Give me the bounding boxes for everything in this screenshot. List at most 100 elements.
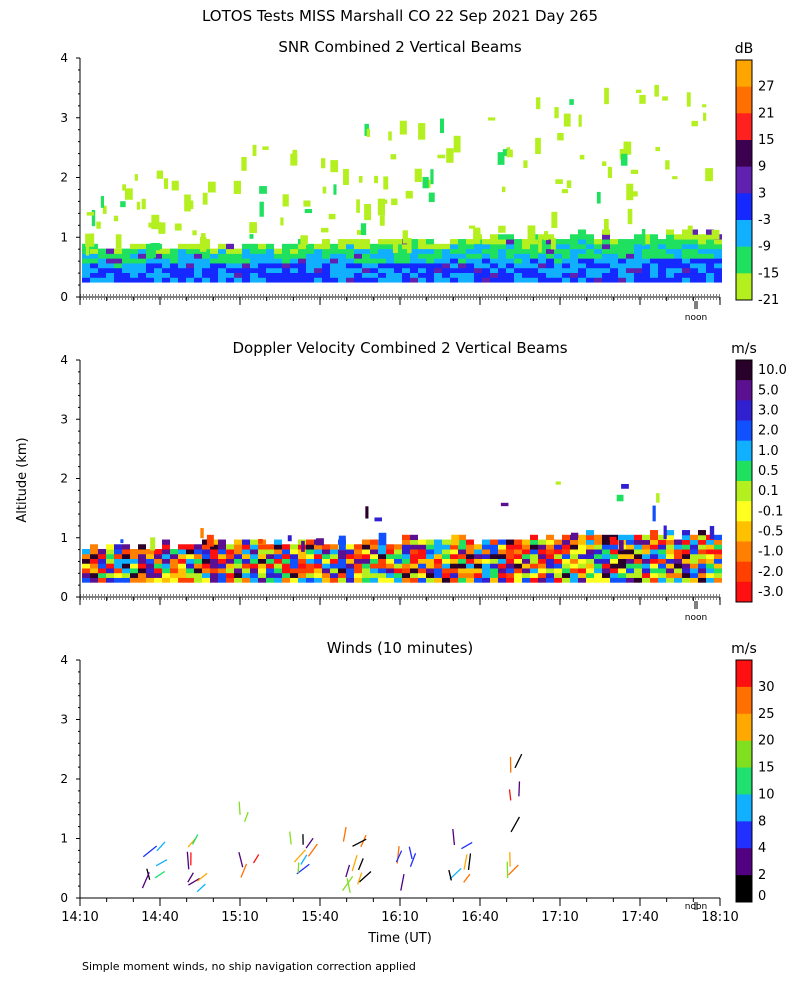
heatmap-cell — [290, 544, 298, 550]
heatmap-cell — [155, 222, 162, 227]
y-tick-label: 1 — [60, 531, 68, 545]
heatmap-cell — [442, 248, 450, 254]
heatmap-cell — [130, 567, 138, 574]
heatmap-cell — [536, 97, 541, 110]
heatmap-cell — [437, 154, 446, 159]
heatmap-cell — [186, 544, 194, 550]
x-tick-label: 15:40 — [301, 910, 338, 925]
heatmap-cell — [626, 262, 634, 269]
heatmap-cell — [186, 243, 194, 250]
heatmap-cell — [298, 567, 306, 574]
heatmap-cell — [586, 572, 594, 578]
heatmap-cell — [154, 577, 162, 583]
heatmap-cell — [466, 567, 474, 574]
heatmap-cell — [394, 553, 402, 559]
heatmap-cell — [474, 563, 482, 569]
heatmap-cell — [514, 243, 522, 250]
heatmap-cell — [386, 577, 394, 583]
heatmap-cell — [170, 248, 178, 254]
colorbar-swatch — [736, 220, 752, 247]
heatmap-cell — [530, 262, 538, 269]
heatmap-cell — [514, 267, 522, 274]
heatmap-cell — [274, 544, 282, 550]
heatmap-cell — [586, 239, 594, 245]
heatmap-cell — [258, 567, 266, 574]
heatmap-cell — [274, 553, 282, 559]
heatmap-cell — [378, 267, 386, 274]
heatmap-cell — [666, 267, 674, 274]
heatmap-cell — [626, 539, 634, 545]
heatmap-cell — [442, 567, 450, 574]
heatmap-cell — [546, 572, 554, 578]
heatmap-cell — [242, 567, 250, 574]
heatmap-cell — [602, 243, 610, 250]
heatmap-cell — [442, 267, 450, 274]
heatmap-cell — [682, 572, 690, 578]
heatmap-cell — [89, 233, 95, 247]
colorbar-label: -1.0 — [758, 545, 783, 560]
heatmap-cell — [98, 253, 106, 259]
heatmap-cell — [418, 563, 426, 569]
heatmap-cell — [706, 544, 714, 550]
heatmap-cell — [714, 577, 722, 583]
heatmap-cell — [202, 253, 210, 259]
heatmap-cell — [402, 572, 410, 578]
heatmap-cell — [322, 243, 330, 250]
colorbar-label: -15 — [758, 266, 779, 281]
heatmap-cell — [650, 567, 658, 574]
heatmap-cell — [354, 272, 362, 278]
heatmap-cell — [98, 262, 106, 269]
heatmap-cell — [538, 258, 546, 264]
heatmap-cell — [266, 563, 274, 569]
heatmap-cell — [282, 267, 290, 274]
heatmap-cell — [506, 544, 514, 550]
heatmap-cell — [418, 277, 426, 283]
heatmap-cell — [642, 553, 650, 559]
heatmap-cell — [122, 544, 130, 550]
heatmap-cell — [202, 572, 210, 578]
heatmap-cell — [378, 277, 386, 283]
heatmap-cell — [122, 258, 130, 264]
heatmap-cell — [466, 539, 474, 545]
heatmap-cell — [154, 567, 162, 574]
heatmap-cell — [346, 563, 354, 569]
heatmap-cell — [690, 234, 698, 240]
heatmap-cell — [610, 567, 618, 574]
colorbar-label: 0 — [758, 889, 766, 904]
heatmap-cell — [514, 262, 522, 269]
heatmap-cell — [554, 563, 562, 569]
heatmap-cell — [490, 234, 498, 240]
heatmap-cell — [442, 277, 450, 283]
heatmap-cell — [338, 243, 346, 250]
heatmap-cell — [194, 563, 202, 569]
heatmap-cell — [530, 272, 538, 278]
heatmap-cell — [602, 577, 610, 583]
heatmap-cell — [442, 553, 450, 559]
heatmap-cell — [714, 243, 722, 250]
heatmap-cell — [314, 277, 322, 283]
heatmap-cell — [690, 539, 698, 545]
heatmap-cell — [586, 567, 594, 574]
heatmap-cell — [343, 168, 349, 185]
heatmap-cell — [418, 258, 426, 264]
heatmap-cell — [418, 253, 426, 259]
heatmap-cell — [474, 567, 482, 574]
heatmap-cell — [522, 577, 530, 583]
colorbar-label: 8 — [758, 814, 766, 829]
heatmap-cell — [330, 258, 338, 264]
wind-barb — [196, 872, 208, 882]
heatmap-cell — [570, 277, 578, 283]
heatmap-cell — [546, 262, 554, 269]
heatmap-cell — [130, 272, 138, 278]
heatmap-cell — [666, 572, 674, 578]
heatmap-cell — [170, 563, 178, 569]
heatmap-cell — [306, 572, 314, 578]
heatmap-cell — [290, 572, 298, 578]
heatmap-cell — [434, 272, 442, 278]
heatmap-cell — [362, 277, 370, 283]
heatmap-cell — [546, 258, 554, 264]
heatmap-cell — [266, 558, 274, 564]
heatmap-cell — [322, 567, 330, 574]
heatmap-cell — [714, 549, 722, 555]
heatmap-cell — [346, 239, 354, 245]
